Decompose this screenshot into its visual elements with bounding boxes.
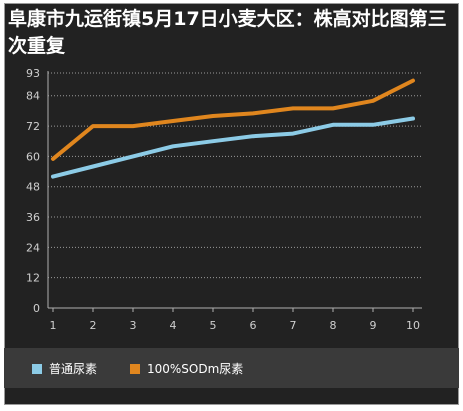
x-tick-label: 7 [290, 319, 297, 332]
series-line-1 [51, 116, 415, 179]
y-tick-label: 84 [26, 90, 40, 103]
series-lines [51, 78, 415, 179]
x-tick-labels: 1 2 3 4 5 6 7 8 9 10 [50, 319, 421, 332]
y-tick-label: 48 [26, 181, 40, 194]
x-tick-label: 3 [130, 319, 137, 332]
chart-frame [4, 3, 459, 405]
legend-swatch-series-2 [130, 363, 140, 374]
legend-label-series-1: 普通尿素 [49, 362, 98, 376]
chart-title: 阜康市九运街镇5月17日小麦大区：株高对比图第三次重复 [8, 8, 447, 57]
x-tick-label: 5 [210, 319, 217, 332]
y-tick-labels: 0 12 24 36 48 60 72 84 93 [26, 67, 40, 315]
x-tick-label: 1 [50, 319, 57, 332]
y-tick-label: 0 [33, 302, 40, 315]
y-tick-label: 60 [26, 150, 40, 163]
y-tick-label: 93 [26, 67, 40, 80]
y-tick-label: 24 [26, 241, 40, 254]
series-line-2 [51, 78, 415, 161]
legend: 普通尿素 100%SODm尿素 [4, 348, 459, 388]
legend-item-series-1: 普通尿素 [32, 360, 97, 377]
x-tick-label: 9 [370, 319, 377, 332]
x-tick-label: 6 [250, 319, 257, 332]
y-tick-label: 12 [26, 272, 40, 285]
gridlines [48, 72, 422, 279]
y-tick-label: 72 [26, 120, 40, 133]
axes [47, 71, 422, 312]
x-tick-label: 4 [170, 319, 177, 332]
x-tick-label: 10 [406, 319, 420, 332]
x-tick-label: 8 [330, 319, 337, 332]
legend-label-series-2: 100%SODm尿素 [147, 362, 244, 376]
legend-item-series-2: 100%SODm尿素 [130, 360, 243, 377]
legend-swatch-series-1 [32, 363, 42, 374]
y-tick-label: 36 [26, 211, 40, 224]
x-tick-label: 2 [90, 319, 97, 332]
